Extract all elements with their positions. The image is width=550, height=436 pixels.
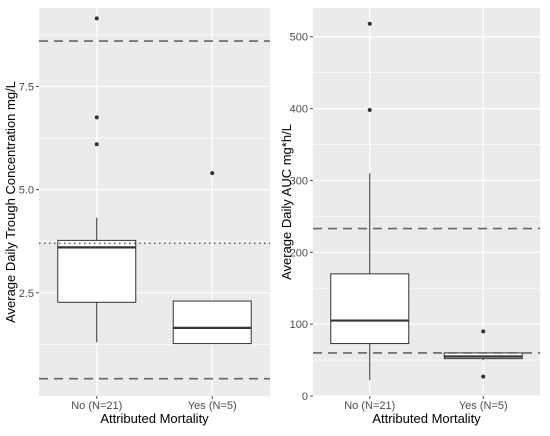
y-tick-label: 200 (290, 247, 308, 259)
y-tick-label: 0 (302, 391, 308, 403)
y-tick-label: 2.5 (19, 288, 34, 300)
outlier-point (94, 115, 99, 120)
outlier-point (94, 142, 99, 147)
boxplot-1 (172, 171, 252, 345)
outlier-point (210, 171, 215, 176)
y-axis-title: Average Daily AUC mg*h/L (279, 124, 294, 280)
y-tick-label: 7.5 (19, 81, 34, 93)
box-iqr (330, 273, 410, 345)
y-tick-label: 300 (290, 175, 308, 187)
box-iqr (172, 300, 252, 345)
y-tick-label: 400 (290, 104, 308, 116)
x-axis-title: Attributed Mortality (372, 411, 481, 426)
y-tick-label: 100 (290, 319, 308, 331)
outlier-point (367, 108, 372, 113)
outlier-point (367, 21, 372, 26)
box-iqr (57, 239, 137, 303)
y-tick-label: 5.0 (19, 185, 34, 197)
x-tick-label: Yes (N=5) (459, 400, 508, 412)
x-tick-label: No (N=21) (344, 400, 395, 412)
y-axis-title: Average Daily Trough Concentration mg/L (3, 81, 18, 323)
boxplot-0 (330, 21, 410, 381)
x-tick-label: No (N=21) (71, 400, 122, 412)
outlier-point (481, 374, 486, 379)
right-chart-panel: 0 100 200 300 400 500 No (N=21) Yes (N=5)Attrib… (279, 8, 540, 426)
boxplot-0 (57, 16, 137, 343)
outlier-point (94, 16, 99, 21)
x-axis-title: Attributed Mortality (100, 411, 209, 426)
x-tick-label: Yes (N=5) (188, 400, 237, 412)
y-tick-label: 500 (290, 32, 308, 44)
outlier-point (481, 329, 486, 334)
left-chart-panel: 2.5 5.0 7.5 No (N=21) Yes (N=5)Attributed Mo… (3, 8, 270, 426)
